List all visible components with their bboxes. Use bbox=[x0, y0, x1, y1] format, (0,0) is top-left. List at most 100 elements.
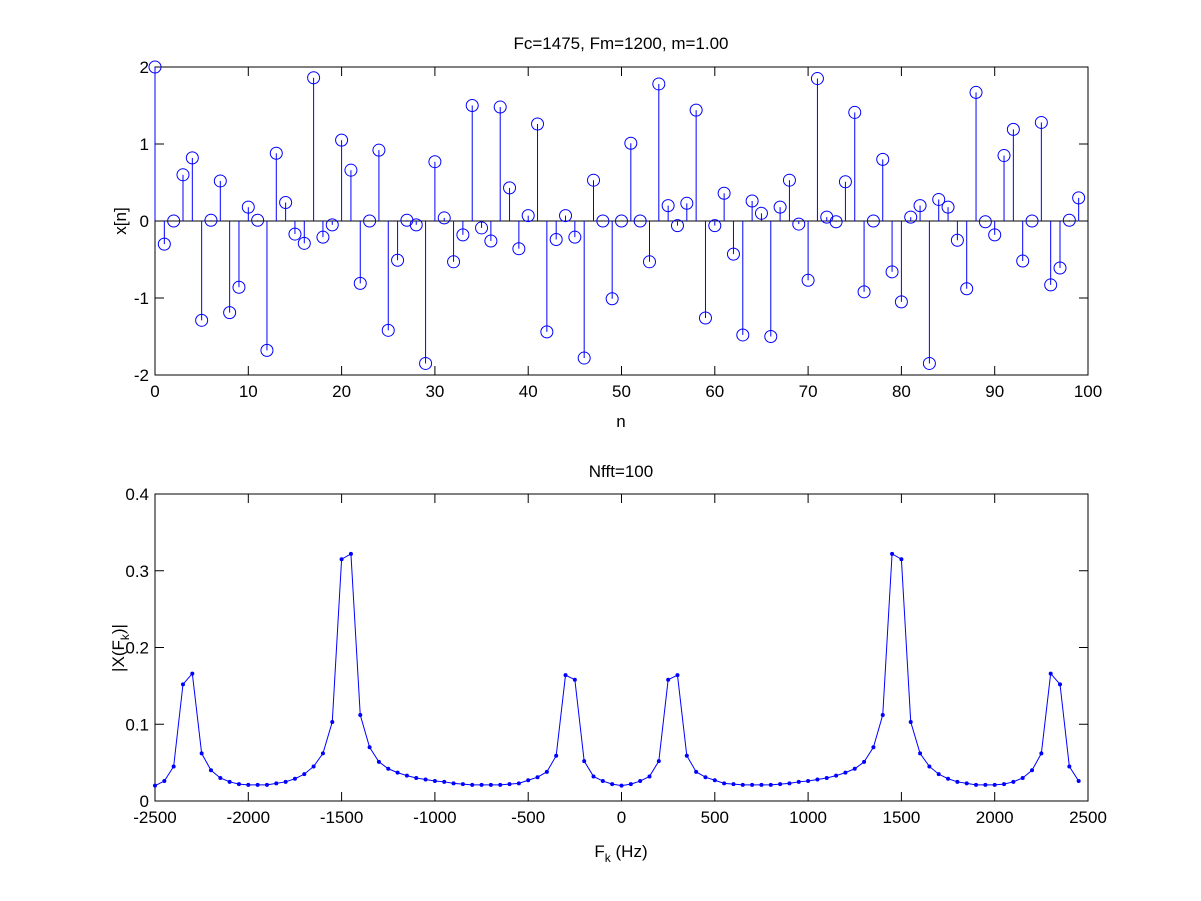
spectrum-point bbox=[638, 779, 643, 784]
x-tick-label: 100 bbox=[1074, 382, 1102, 401]
stem-marker bbox=[885, 265, 899, 279]
stem-marker bbox=[624, 136, 638, 150]
spectrum-point bbox=[526, 778, 531, 783]
stem-marker bbox=[381, 323, 395, 337]
stem-marker bbox=[764, 330, 778, 343]
spectrum-point bbox=[1039, 751, 1044, 756]
spectrum-point bbox=[703, 775, 708, 780]
stem-marker bbox=[969, 85, 983, 99]
spectrum-point bbox=[218, 775, 223, 780]
stem-marker bbox=[185, 151, 199, 165]
spectrum-plot-xlabel: Fk (Hz) bbox=[594, 842, 647, 865]
stem-marker bbox=[577, 351, 591, 365]
spectrum-point bbox=[936, 772, 941, 777]
spectrum-point bbox=[890, 551, 895, 556]
spectrum-point bbox=[880, 713, 885, 718]
stem-marker bbox=[1034, 115, 1048, 129]
x-tick-label: -1500 bbox=[320, 808, 363, 827]
stem-marker bbox=[447, 255, 461, 269]
stem-marker bbox=[503, 181, 517, 195]
spectrum-point bbox=[404, 773, 409, 778]
spectrum-point bbox=[647, 774, 652, 779]
stem-marker bbox=[932, 192, 946, 206]
stem-marker bbox=[549, 232, 563, 246]
x-tick-label: 0 bbox=[150, 382, 159, 401]
spectrum-point bbox=[395, 770, 400, 775]
spectrum-point bbox=[498, 782, 503, 787]
stem-marker bbox=[1053, 261, 1067, 275]
stem-marker bbox=[782, 173, 796, 187]
y-tick-label: -1 bbox=[134, 289, 149, 308]
spectrum-point bbox=[554, 753, 559, 758]
stem-marker bbox=[866, 214, 880, 228]
x-tick-label: 1500 bbox=[882, 808, 920, 827]
stem-marker bbox=[717, 186, 731, 200]
stem-marker bbox=[307, 71, 321, 85]
spectrum-point bbox=[815, 777, 820, 782]
stem-marker bbox=[642, 255, 656, 269]
spectrum-point bbox=[722, 781, 727, 786]
stem-marker bbox=[279, 196, 293, 210]
stem-marker bbox=[344, 163, 358, 177]
spectrum-point bbox=[171, 764, 176, 769]
stem-marker bbox=[615, 214, 628, 228]
stem-plot-title: Fc=1475, Fm=1200, m=1.00 bbox=[514, 34, 729, 53]
stem-marker bbox=[325, 218, 339, 232]
spectrum-point bbox=[694, 769, 699, 774]
stem-marker bbox=[801, 273, 815, 287]
spectrum-point bbox=[666, 677, 671, 682]
stem-marker bbox=[297, 236, 311, 250]
spectrum-point bbox=[162, 779, 167, 784]
stem-marker bbox=[419, 356, 433, 370]
stem-marker bbox=[540, 325, 554, 339]
x-tick-label: -1000 bbox=[413, 808, 456, 827]
stem-marker bbox=[997, 149, 1011, 163]
axes-box bbox=[154, 493, 1089, 802]
stem-marker bbox=[531, 117, 545, 131]
stem-marker bbox=[838, 175, 852, 189]
stem-marker bbox=[1006, 122, 1020, 136]
y-tick-label: 0.3 bbox=[125, 562, 149, 581]
spectrum-point bbox=[479, 782, 484, 787]
spectrum-point bbox=[442, 779, 447, 784]
spectrum-point bbox=[628, 782, 633, 787]
spectrum-point bbox=[908, 719, 913, 724]
spectrum-point bbox=[740, 782, 745, 787]
stem-marker bbox=[335, 133, 349, 147]
spectrum-point bbox=[572, 677, 577, 682]
spectrum-point bbox=[964, 781, 969, 786]
stem-marker bbox=[605, 292, 619, 306]
spectrum-point bbox=[358, 713, 363, 718]
spectrum-point bbox=[824, 775, 829, 780]
spectrum-point bbox=[432, 779, 437, 784]
stem-marker bbox=[745, 194, 759, 208]
stem-marker bbox=[754, 206, 768, 220]
x-tick-label: 1000 bbox=[789, 808, 827, 827]
y-tick-label: 1 bbox=[140, 135, 149, 154]
stem-marker bbox=[176, 168, 190, 182]
stem-marker bbox=[913, 199, 927, 213]
y-tick-label: 0.4 bbox=[125, 485, 149, 504]
spectrum-point bbox=[320, 751, 325, 756]
stem-marker bbox=[363, 214, 377, 228]
spectrum-point bbox=[199, 751, 204, 756]
spectrum-point bbox=[927, 764, 932, 769]
stem-marker bbox=[988, 228, 1002, 242]
stem-marker bbox=[876, 152, 890, 166]
spectrum-point bbox=[423, 777, 428, 782]
spectrum-point bbox=[852, 766, 857, 771]
spectrum-point bbox=[153, 783, 157, 788]
spectrum-point bbox=[862, 759, 867, 764]
stem-marker bbox=[941, 200, 955, 214]
x-tick-label: 2000 bbox=[976, 808, 1014, 827]
spectrum-point bbox=[246, 782, 251, 787]
stem-marker bbox=[512, 242, 526, 256]
stem-marker bbox=[736, 328, 750, 342]
spectrum-point bbox=[656, 759, 661, 764]
spectrum-point bbox=[330, 719, 335, 724]
y-tick-label: 0.1 bbox=[125, 715, 149, 734]
stem-marker bbox=[1072, 191, 1086, 205]
y-tick-label: -2 bbox=[134, 366, 149, 385]
y-tick-label: 0.2 bbox=[125, 639, 149, 658]
